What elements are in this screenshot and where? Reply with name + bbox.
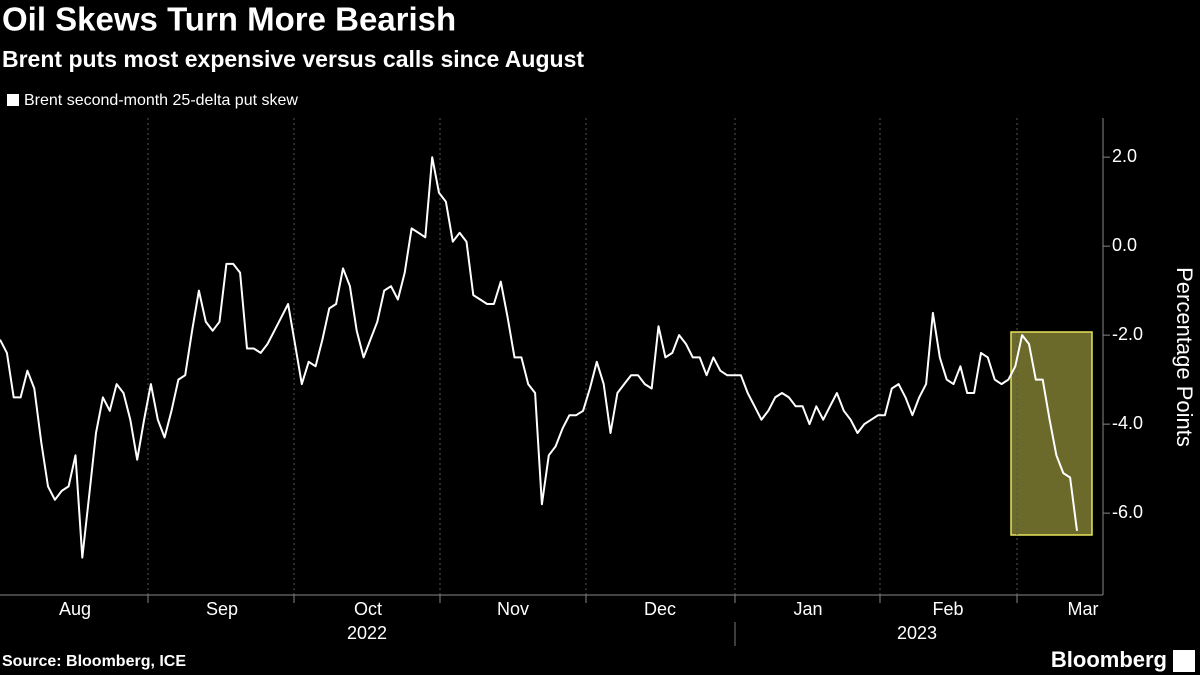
x-tick-label: Dec bbox=[644, 599, 676, 619]
x-tick-label: Mar bbox=[1068, 599, 1099, 619]
year-label: 2022 bbox=[347, 623, 387, 643]
y-tick-label: 0.0 bbox=[1112, 235, 1137, 255]
x-tick-label: Feb bbox=[932, 599, 963, 619]
source: Source: Bloomberg, ICE bbox=[2, 653, 186, 670]
y-tick-label: -2.0 bbox=[1112, 324, 1143, 344]
x-tick-label: Aug bbox=[59, 599, 91, 619]
legend-swatch bbox=[7, 94, 19, 106]
x-tick-label: Oct bbox=[354, 599, 382, 619]
chart-subtitle: Brent puts most expensive versus calls s… bbox=[2, 46, 584, 72]
y-axis-label: Percentage Points bbox=[1172, 267, 1197, 447]
x-tick-label: Nov bbox=[497, 599, 529, 619]
legend-label: Brent second-month 25-delta put skew bbox=[24, 92, 298, 109]
y-tick-label: -6.0 bbox=[1112, 502, 1143, 522]
chart-title: Oil Skews Turn More Bearish bbox=[2, 1, 456, 38]
brand-icon bbox=[1173, 650, 1195, 672]
x-tick-label: Sep bbox=[206, 599, 238, 619]
y-tick-label: -4.0 bbox=[1112, 413, 1143, 433]
year-label: 2023 bbox=[897, 623, 937, 643]
brand: Bloomberg bbox=[1051, 647, 1167, 672]
y-tick-label: 2.0 bbox=[1112, 146, 1137, 166]
x-tick-label: Jan bbox=[793, 599, 822, 619]
series-line bbox=[0, 156, 1078, 559]
